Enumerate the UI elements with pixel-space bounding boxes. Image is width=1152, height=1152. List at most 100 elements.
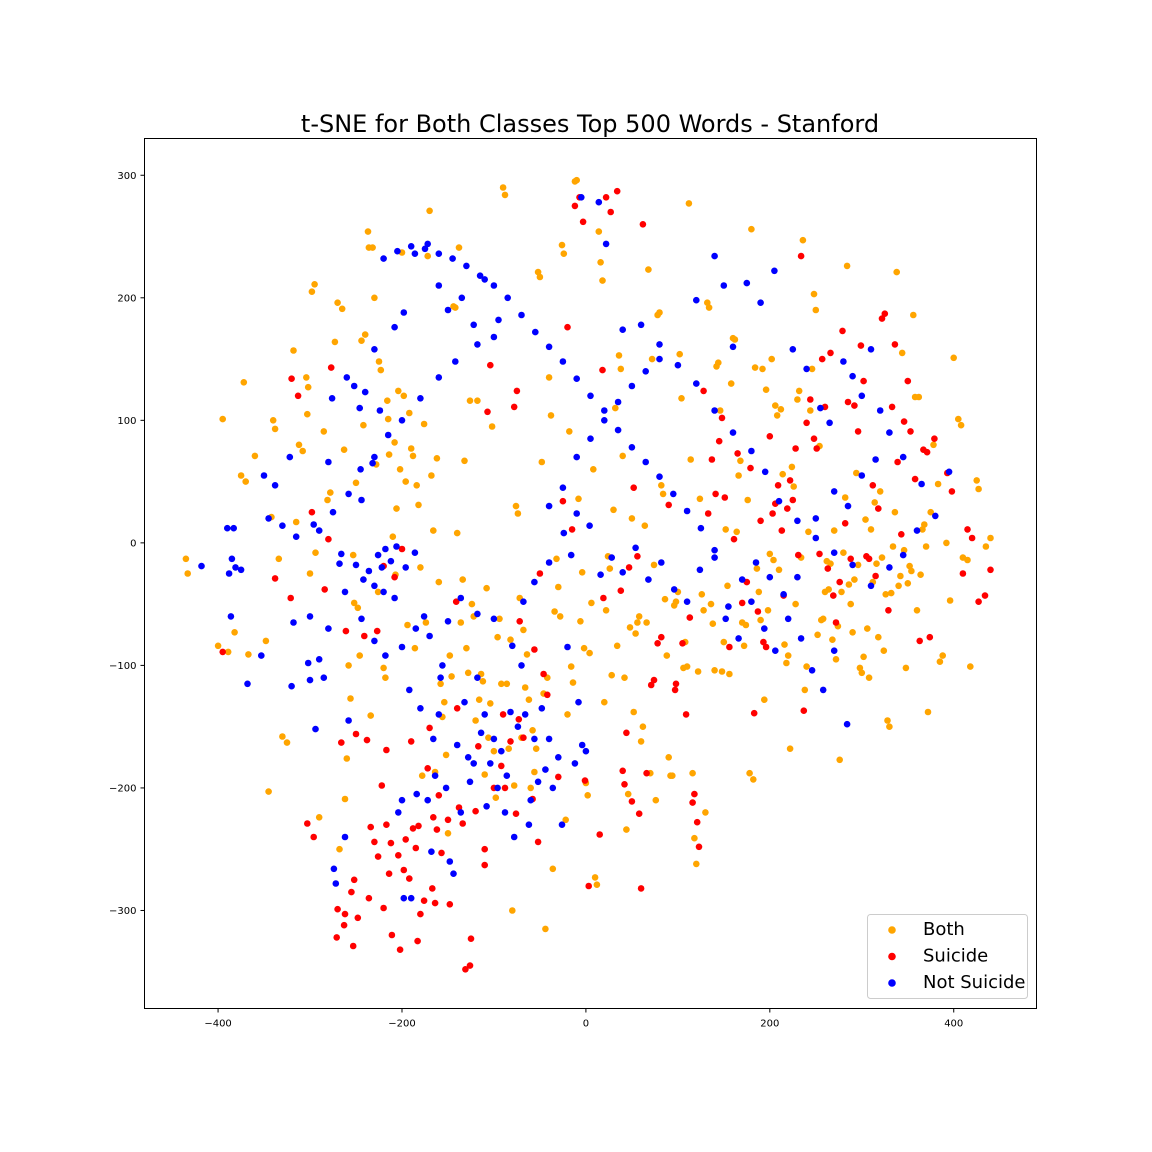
point-both (415, 501, 422, 509)
point-suicide (438, 849, 445, 857)
point-suicide (623, 729, 630, 737)
point-both (396, 466, 404, 473)
point-both (324, 496, 331, 504)
point-both (652, 796, 660, 804)
point-not-suicide (336, 560, 343, 567)
point-not-suicide (457, 809, 465, 816)
point-suicide (721, 494, 729, 501)
point-both (893, 268, 900, 276)
point-not-suicide (391, 594, 398, 602)
point-suicide (581, 777, 589, 784)
point-suicide (365, 894, 373, 902)
point-suicide (807, 396, 814, 403)
legend-label: Not Suicide (923, 972, 1026, 993)
point-suicide (813, 445, 820, 452)
point-not-suicide (812, 534, 820, 542)
point-both (224, 648, 232, 656)
point-both (950, 354, 957, 362)
point-suicide (378, 782, 386, 789)
point-not-suicide (545, 735, 553, 743)
point-both (843, 262, 851, 270)
point-not-suicide (435, 282, 443, 289)
point-suicide (872, 572, 879, 580)
point-both (262, 637, 270, 645)
point-suicide (851, 402, 858, 409)
point-not-suicide (350, 382, 358, 390)
point-both (299, 447, 307, 455)
point-both (803, 663, 810, 670)
point-not-suicide (560, 529, 568, 537)
point-both (832, 656, 840, 663)
y-tick-label: 200 (117, 293, 136, 304)
point-not-suicide (545, 502, 553, 510)
point-suicide (304, 820, 311, 827)
point-not-suicide (402, 564, 410, 571)
point-not-suicide (306, 676, 314, 684)
point-not-suicide (495, 316, 502, 324)
point-suicide (327, 364, 335, 371)
point-both (656, 309, 663, 316)
point-suicide (429, 885, 436, 892)
point-suicide (536, 570, 544, 577)
point-both (444, 830, 452, 837)
point-not-suicide (431, 772, 439, 779)
point-not-suicide (227, 613, 235, 620)
point-both (466, 397, 474, 405)
point-both (512, 502, 520, 510)
point-suicide (585, 882, 592, 890)
point-both (426, 207, 433, 215)
point-both (838, 588, 845, 596)
point-both (687, 456, 694, 463)
point-both (812, 306, 820, 314)
point-both (700, 607, 707, 614)
point-both (417, 564, 424, 571)
point-suicide (650, 676, 658, 684)
point-not-suicide (453, 741, 461, 749)
point-not-suicide (642, 368, 649, 375)
point-both (531, 768, 538, 776)
point-not-suicide (315, 527, 323, 534)
point-suicide (617, 587, 625, 594)
point-both (854, 561, 862, 569)
point-suicide (797, 252, 805, 260)
point-suicide (762, 643, 770, 651)
point-both (792, 600, 799, 608)
point-both (566, 428, 573, 435)
point-both (663, 652, 671, 659)
point-both (982, 543, 990, 550)
point-suicide (766, 433, 774, 440)
point-both (584, 792, 591, 799)
point-not-suicide (803, 365, 810, 373)
legend-box (867, 914, 1028, 999)
point-not-suicide (578, 741, 586, 749)
point-both (917, 571, 924, 578)
point-both (338, 305, 346, 313)
point-both (292, 518, 300, 526)
point-both (231, 629, 238, 636)
point-not-suicide (428, 848, 435, 855)
point-not-suicide (808, 667, 816, 674)
point-not-suicide (444, 618, 452, 625)
point-not-suicide (867, 346, 875, 353)
point-not-suicide (722, 615, 729, 623)
point-not-suicide (395, 809, 402, 816)
point-suicide (383, 746, 390, 754)
point-not-suicide (474, 674, 481, 681)
point-both (735, 472, 742, 479)
point-suicide (287, 594, 295, 602)
point-both (479, 678, 487, 685)
point-both (887, 589, 895, 597)
point-suicide (424, 765, 432, 772)
point-not-suicide (474, 610, 481, 618)
point-both (731, 336, 739, 343)
point-not-suicide (645, 576, 652, 583)
point-both (345, 662, 352, 669)
point-not-suicide (279, 522, 286, 529)
point-not-suicide (343, 374, 351, 381)
point-both (795, 387, 803, 395)
x-tick-label: 400 (944, 1019, 963, 1030)
point-both (560, 250, 568, 257)
point-both (418, 772, 426, 779)
point-not-suicide (400, 309, 408, 316)
point-both (641, 522, 649, 529)
